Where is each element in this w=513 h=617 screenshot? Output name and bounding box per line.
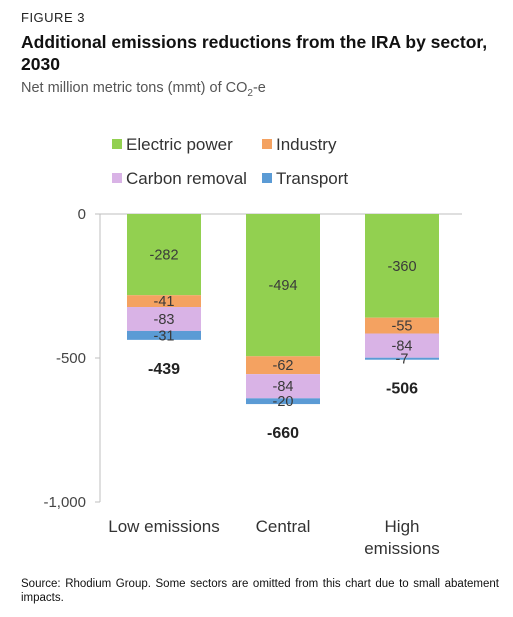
bar-carbon-removal-low-emissions xyxy=(127,307,201,331)
chart-subtitle: Net million metric tons (mmt) of CO2-e xyxy=(21,80,266,99)
legend-swatch-industry xyxy=(262,139,272,149)
chart-title: Additional emissions reductions from the… xyxy=(21,32,488,74)
legend-label-industry: Industry xyxy=(276,135,337,154)
data-label-transport-high-emissions: -7 xyxy=(396,352,409,368)
data-label-carbon-removal-low-emissions: -83 xyxy=(154,312,175,328)
data-label-carbon-removal-high-emissions: -84 xyxy=(392,339,413,355)
x-category-label: Central xyxy=(256,517,311,536)
bar-industry-low-emissions xyxy=(127,295,201,308)
subtitle-subscript: 2 xyxy=(247,87,253,99)
data-label-electric-power-low-emissions: -282 xyxy=(149,248,178,264)
data-label-industry-central: -62 xyxy=(273,358,294,374)
bar-carbon-removal-central xyxy=(246,374,320,399)
total-label-high-emissions: -506 xyxy=(386,381,418,398)
bar-transport-high-emissions xyxy=(365,357,439,360)
legend-label-transport: Transport xyxy=(276,169,348,188)
bar-industry-central xyxy=(246,356,320,375)
legend-swatch-carbon-removal xyxy=(112,173,122,183)
data-label-transport-low-emissions: -31 xyxy=(154,328,175,344)
data-label-carbon-removal-central: -84 xyxy=(273,379,294,395)
source-note: Source: Rhodium Group. Some sectors are … xyxy=(21,578,499,604)
data-label-transport-central: -20 xyxy=(273,394,294,410)
bar-transport-low-emissions xyxy=(127,330,201,340)
subtitle-suffix: -e xyxy=(252,80,266,96)
legend-swatch-electric-power xyxy=(112,139,122,149)
total-label-central: -660 xyxy=(267,425,299,442)
data-label-industry-low-emissions: -41 xyxy=(154,294,175,310)
legend-label-carbon-removal: Carbon removal xyxy=(126,169,247,188)
y-tick-label: -500 xyxy=(56,350,86,367)
bar-electric-power-low-emissions xyxy=(127,214,201,296)
legend-label-electric-power: Electric power xyxy=(126,135,233,154)
bar-electric-power-central xyxy=(246,214,320,357)
data-label-electric-power-central: -494 xyxy=(268,278,297,294)
y-tick-label: 0 xyxy=(78,206,86,223)
bar-carbon-removal-high-emissions xyxy=(365,333,439,358)
subtitle-text: Net million metric tons (mmt) of CO xyxy=(21,80,248,96)
bar-electric-power-high-emissions xyxy=(365,214,439,318)
total-label-low-emissions: -439 xyxy=(148,361,180,378)
x-category-label: Low emissions xyxy=(108,517,220,536)
data-label-industry-high-emissions: -55 xyxy=(392,319,413,335)
legend-swatch-transport xyxy=(262,173,272,183)
figure-label: FIGURE 3 xyxy=(21,10,85,25)
bar-transport-central xyxy=(246,398,320,405)
x-category-label: High xyxy=(385,517,420,536)
x-category-label: emissions xyxy=(364,539,440,558)
stacked-bar-chart: Electric power Industry Carbon removal Tran… xyxy=(43,135,462,558)
y-tick-label: -1,000 xyxy=(43,494,86,511)
bar-industry-high-emissions xyxy=(365,317,439,334)
data-label-electric-power-high-emissions: -360 xyxy=(387,259,416,275)
